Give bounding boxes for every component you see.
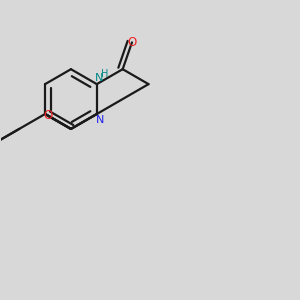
Text: N: N: [94, 73, 103, 83]
Text: N: N: [95, 115, 104, 125]
Text: O: O: [43, 109, 52, 122]
Text: O: O: [127, 36, 136, 49]
Text: H: H: [101, 69, 109, 79]
